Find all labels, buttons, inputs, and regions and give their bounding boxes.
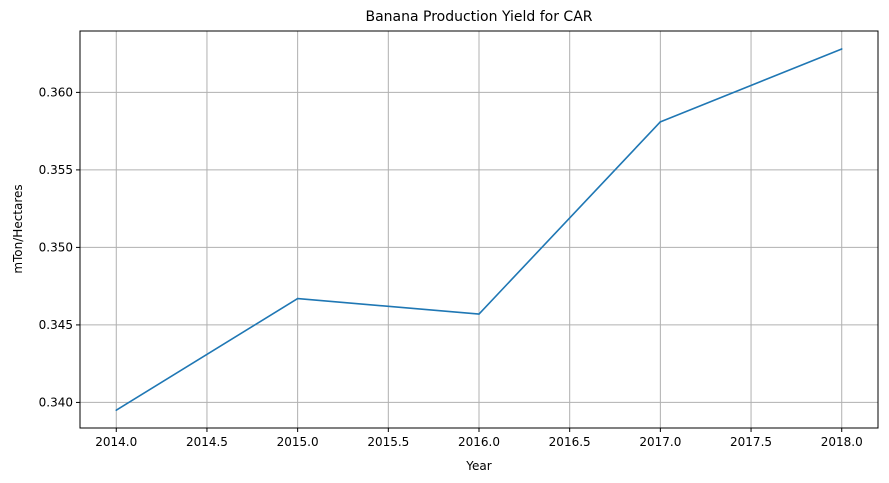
y-tick-label: 0.350 <box>39 240 73 254</box>
x-tick-label: 2015.5 <box>367 435 409 449</box>
y-tick-label: 0.355 <box>39 163 73 177</box>
y-tick-label: 0.340 <box>39 395 73 409</box>
data-point <box>296 297 299 300</box>
grid-layer <box>80 31 878 428</box>
x-tick-label: 2018.0 <box>821 435 863 449</box>
data-point <box>478 313 480 315</box>
x-axis-label: Year <box>465 459 491 473</box>
chart-title: Banana Production Yield for CAR <box>365 9 592 25</box>
y-tick-label: 0.345 <box>39 318 73 332</box>
y-axis-label: mTon/Hectares <box>11 184 25 273</box>
x-tick-label: 2016.5 <box>549 435 591 449</box>
data-point <box>115 409 118 411</box>
x-tick-label: 2015.0 <box>277 435 319 449</box>
y-tick-label: 0.360 <box>39 85 73 99</box>
x-tick-label: 2017.5 <box>730 435 772 449</box>
x-tick-label: 2014.0 <box>95 435 137 449</box>
x-tick-label: 2014.5 <box>186 435 228 449</box>
tick-layer: 2014.0 2014.5 2015.0 2015.5 2016.0 2016.5 2017… <box>39 85 863 449</box>
x-tick-label: 2017.0 <box>639 435 681 449</box>
series-layer <box>115 48 843 411</box>
x-tick-label: 2016.0 <box>458 435 500 449</box>
data-point <box>659 121 662 123</box>
data-point <box>840 48 843 50</box>
